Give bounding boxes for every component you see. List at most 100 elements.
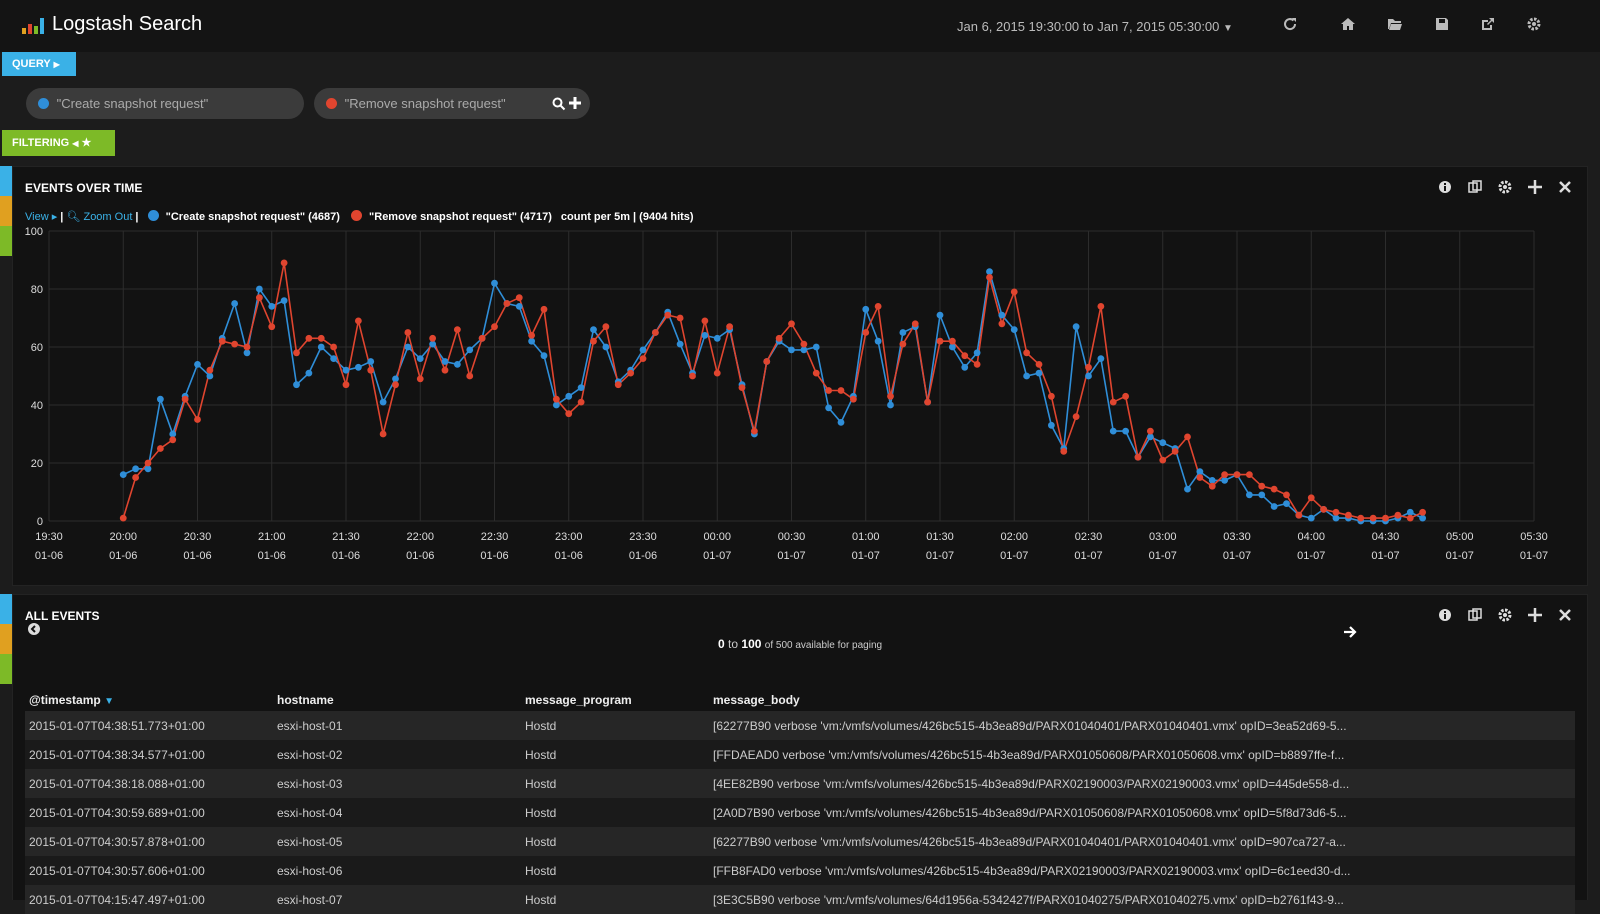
filtering-tab[interactable]: FILTERING ◀ ★ bbox=[2, 130, 115, 156]
data-point-remove bbox=[1357, 514, 1365, 522]
data-point-remove bbox=[491, 323, 498, 331]
query-input-remove[interactable]: "Remove snapshot request" bbox=[314, 88, 590, 119]
query-color-dot[interactable] bbox=[326, 98, 337, 109]
cell-message-body: [4EE82B90 verbose 'vm:/vmfs/volumes/426b… bbox=[709, 769, 1575, 798]
table-row[interactable]: 2015-01-07T04:30:59.689+01:00 esxi-host-0… bbox=[25, 798, 1575, 827]
x-tick-time-label: 00:30 bbox=[778, 531, 806, 543]
data-point-create bbox=[1159, 439, 1167, 447]
data-point-create bbox=[305, 369, 313, 377]
table-row[interactable]: 2015-01-07T04:38:34.577+01:00 esxi-host-0… bbox=[25, 740, 1575, 769]
column-header-hostname[interactable]: hostname bbox=[277, 693, 334, 707]
data-point-remove bbox=[119, 514, 127, 522]
x-tick-date-label: 01-07 bbox=[1520, 550, 1548, 562]
table-row[interactable]: 2015-01-07T04:38:51.773+01:00 esxi-host-0… bbox=[25, 711, 1575, 740]
move-icon[interactable] bbox=[1527, 607, 1543, 623]
cell-timestamp: 2015-01-07T04:38:18.088+01:00 bbox=[25, 769, 273, 798]
x-tick-time-label: 20:30 bbox=[184, 531, 212, 543]
data-point-remove bbox=[1196, 474, 1204, 481]
data-point-remove bbox=[1369, 514, 1377, 522]
data-point-create bbox=[453, 361, 461, 368]
cog-icon[interactable] bbox=[1497, 607, 1513, 623]
data-point-remove bbox=[1270, 485, 1278, 493]
data-point-remove bbox=[713, 369, 721, 377]
cell-timestamp: 2015-01-07T04:30:57.878+01:00 bbox=[25, 827, 273, 856]
copy-icon[interactable] bbox=[1467, 179, 1483, 195]
query-tab[interactable]: QUERY ▶ bbox=[2, 52, 76, 76]
home-icon[interactable] bbox=[1340, 16, 1356, 32]
sort-desc-icon[interactable]: ▼ bbox=[104, 696, 114, 707]
query-input-create[interactable]: "Create snapshot request" bbox=[26, 88, 304, 119]
cell-message-program: Hostd bbox=[521, 769, 709, 798]
table-row[interactable]: 2015-01-07T04:30:57.878+01:00 esxi-host-0… bbox=[25, 827, 1575, 856]
data-point-remove bbox=[874, 303, 882, 310]
copy-icon[interactable] bbox=[1467, 607, 1483, 623]
column-header-message-program[interactable]: message_program bbox=[525, 693, 632, 707]
data-point-remove bbox=[280, 259, 288, 267]
count-info: count per 5m | (9404 hits) bbox=[560, 211, 694, 223]
share-icon[interactable] bbox=[1480, 16, 1496, 32]
query-text: "Create snapshot request" bbox=[56, 96, 209, 111]
x-tick-time-label: 01:00 bbox=[852, 531, 880, 543]
move-icon[interactable] bbox=[1527, 179, 1543, 195]
cell-timestamp: 2015-01-07T04:30:59.689+01:00 bbox=[25, 798, 273, 827]
data-point-remove bbox=[194, 416, 201, 423]
legend-dot-remove[interactable] bbox=[350, 210, 362, 221]
x-tick-date-label: 01-07 bbox=[703, 550, 731, 562]
data-point-create bbox=[1109, 427, 1117, 435]
table-row[interactable]: 2015-01-07T04:30:57.606+01:00 esxi-host-0… bbox=[25, 856, 1575, 885]
data-point-remove bbox=[676, 314, 684, 322]
time-range-picker[interactable]: Jan 6, 2015 19:30:00 to Jan 7, 2015 05:3… bbox=[957, 19, 1233, 34]
row-strip-orange bbox=[0, 196, 12, 226]
view-link[interactable]: View ▸ bbox=[25, 211, 58, 223]
x-tick-time-label: 03:30 bbox=[1223, 531, 1251, 543]
x-tick-time-label: 20:00 bbox=[109, 531, 137, 543]
data-point-create bbox=[800, 346, 808, 354]
legend-remove[interactable]: "Remove snapshot request" (4717) bbox=[369, 211, 552, 223]
data-point-create bbox=[379, 398, 387, 406]
data-point-create bbox=[590, 326, 597, 333]
info-icon[interactable] bbox=[1437, 179, 1453, 195]
x-tick-time-label: 00:00 bbox=[703, 531, 731, 543]
refresh-icon[interactable] bbox=[1282, 16, 1298, 32]
table-row[interactable]: 2015-01-07T04:38:18.088+01:00 esxi-host-0… bbox=[25, 769, 1575, 798]
x-tick-date-label: 01-07 bbox=[1000, 550, 1028, 562]
close-icon[interactable] bbox=[1557, 179, 1573, 195]
cell-hostname: esxi-host-05 bbox=[273, 827, 521, 856]
data-point-remove bbox=[986, 274, 993, 281]
column-header-message-body[interactable]: message_body bbox=[713, 693, 800, 707]
x-tick-time-label: 03:00 bbox=[1149, 531, 1177, 543]
zoom-out-link[interactable]: 🔍︎ Zoom Out bbox=[66, 211, 133, 223]
legend-create[interactable]: "Create snapshot request" (4687) bbox=[165, 211, 340, 223]
next-page-arrow-icon[interactable] bbox=[1343, 625, 1357, 639]
data-point-create bbox=[1085, 372, 1092, 380]
data-point-remove bbox=[342, 381, 350, 389]
close-icon[interactable] bbox=[1557, 607, 1573, 623]
panel-toolbar bbox=[1437, 179, 1573, 195]
data-point-remove bbox=[1233, 471, 1241, 478]
column-header-timestamp[interactable]: @timestamp ▼ bbox=[29, 693, 114, 707]
settings-gear-icon[interactable] bbox=[1526, 16, 1542, 32]
data-point-create bbox=[701, 332, 709, 339]
add-query-plus-icon[interactable] bbox=[568, 96, 582, 110]
events-line-chart[interactable]: 0 20 40 60 80 100 19:30 01-06 20:00 01-06 20:30 01-… bbox=[13, 225, 1587, 575]
search-icon[interactable] bbox=[552, 97, 566, 111]
query-color-dot[interactable] bbox=[38, 98, 49, 109]
x-tick-date-label: 01-06 bbox=[629, 550, 657, 562]
data-point-remove bbox=[924, 398, 932, 406]
data-point-remove bbox=[1010, 288, 1018, 296]
legend-dot-create[interactable] bbox=[147, 210, 159, 221]
data-point-remove bbox=[367, 366, 375, 374]
folder-open-icon[interactable] bbox=[1387, 16, 1403, 32]
x-tick-date-label: 01-07 bbox=[1371, 550, 1399, 562]
data-point-create bbox=[788, 346, 795, 354]
row-strip-blue bbox=[0, 166, 12, 196]
save-icon[interactable] bbox=[1434, 16, 1450, 32]
data-point-create bbox=[899, 329, 907, 336]
query-text: "Remove snapshot request" bbox=[344, 96, 506, 111]
data-point-create bbox=[243, 349, 251, 357]
data-point-remove bbox=[528, 332, 536, 339]
info-icon[interactable] bbox=[1437, 607, 1453, 623]
data-point-create bbox=[1072, 323, 1080, 331]
fields-toggle-icon[interactable] bbox=[27, 622, 41, 636]
cog-icon[interactable] bbox=[1497, 179, 1513, 195]
